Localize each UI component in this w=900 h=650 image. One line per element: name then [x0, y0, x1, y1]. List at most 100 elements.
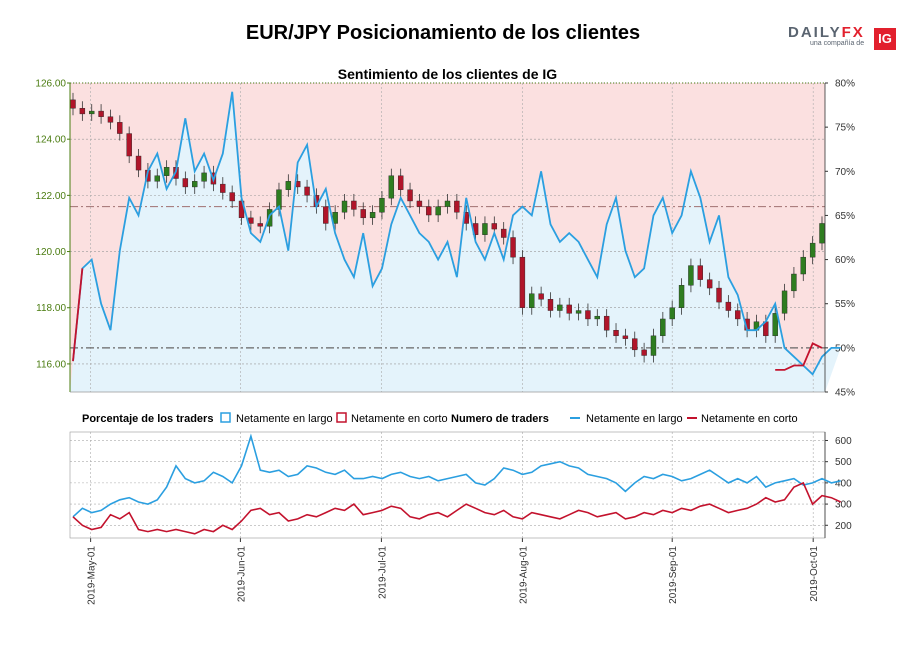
price-tick-label: 116.00: [36, 359, 66, 370]
candle-body: [603, 315, 610, 331]
candle-body: [220, 183, 226, 193]
candle-body: [388, 175, 395, 199]
candle-body: [192, 181, 198, 188]
candle-body: [182, 178, 189, 188]
candle-body: [641, 349, 647, 356]
candle-body: [341, 200, 348, 213]
candle-body: [70, 99, 76, 109]
candle-body: [407, 189, 413, 202]
candle-body: [491, 223, 498, 230]
candle-body: [735, 310, 741, 320]
legend-label-short-2: Netamente en corto: [701, 413, 798, 425]
count-short-line: [72, 481, 842, 535]
candle-body: [519, 256, 526, 308]
x-tick-label: 2019-May-01: [87, 546, 98, 605]
candle-body: [772, 313, 778, 337]
candle-body: [304, 186, 310, 196]
chart-subtitle: Sentimiento de los clientes de IG: [337, 66, 558, 82]
candle-body: [529, 293, 535, 308]
legend-swatch-long: [220, 412, 231, 423]
candle-body: [669, 307, 675, 320]
candle-body: [79, 108, 86, 115]
percent-tick-label: 70%: [835, 167, 855, 178]
candle-body: [632, 338, 638, 351]
candle-body: [510, 237, 516, 258]
candle-body: [257, 223, 263, 227]
candle-body: [650, 335, 657, 356]
price-tick-label: 118.00: [36, 303, 66, 314]
candle-body: [135, 155, 142, 171]
candle-body: [781, 290, 788, 314]
percent-tick-label: 45%: [835, 388, 855, 399]
candle-body: [697, 265, 703, 280]
candle-body: [791, 273, 797, 292]
candle-body: [557, 304, 563, 311]
candle-body: [201, 172, 207, 182]
candle-body: [323, 206, 329, 224]
candle-body: [660, 318, 666, 337]
candle-body: [163, 167, 170, 176]
candle-body: [126, 133, 132, 157]
chart-title: EUR/JPY Posicionamiento de los clientes: [245, 22, 641, 44]
x-tick-label: 2019-Jun-01: [236, 546, 247, 603]
candle-body: [351, 200, 357, 210]
candle-body: [454, 200, 460, 213]
count-tick-label: 500: [835, 457, 852, 468]
candle-body: [285, 181, 292, 190]
count-tick-label: 300: [835, 500, 852, 511]
count-tick-label: 200: [835, 521, 852, 532]
candle-body: [107, 116, 114, 123]
count-tick-label: 600: [835, 436, 852, 447]
candle-body: [397, 175, 404, 190]
x-tick-label: 2019-Aug-01: [518, 546, 529, 604]
candle-body: [444, 200, 451, 207]
candle-body: [819, 223, 825, 244]
candle-body: [89, 110, 95, 115]
x-tick-label: 2019-Jul-01: [377, 546, 388, 599]
candle-body: [248, 217, 254, 224]
candle-body: [594, 315, 600, 320]
candle-body: [538, 293, 544, 300]
legend-title-count: Numero de traders: [451, 413, 549, 425]
candle-body: [500, 228, 507, 238]
candle-body: [585, 310, 591, 320]
legend-label-long: Netamente en largo: [236, 413, 333, 425]
percent-tick-label: 55%: [835, 299, 855, 310]
logo-tagline: una compañía de: [810, 40, 865, 47]
count-panel-frame: [69, 431, 826, 539]
candle-body: [369, 212, 376, 219]
candle-body: [622, 335, 629, 339]
percent-tick-label: 75%: [835, 123, 855, 134]
candle-body: [229, 192, 235, 202]
legend-label-short: Netamente en corto: [351, 413, 448, 425]
x-tick-label: 2019-Sep-01: [668, 546, 679, 604]
candle-body: [435, 206, 441, 216]
candle-body: [613, 330, 619, 337]
ig-badge: IG: [874, 28, 896, 50]
dailyfx-logo[interactable]: DAILYFX una compañía de IG: [788, 24, 898, 50]
candle-body: [482, 223, 488, 235]
percent-tick-label: 60%: [835, 255, 855, 266]
legend-swatch-short: [336, 412, 347, 423]
candle-body: [688, 265, 694, 286]
candle-body: [566, 304, 572, 314]
legend-title-percent: Porcentaje de los traders: [82, 413, 213, 425]
candle-body: [678, 285, 685, 308]
percent-long-line: [72, 91, 841, 376]
candle-body: [575, 310, 582, 314]
candle-body: [547, 299, 554, 311]
candle-body: [809, 242, 816, 258]
logo-wordmark: DAILYFX: [788, 24, 865, 41]
price-tick-label: 120.00: [35, 247, 66, 258]
percent-tick-label: 50%: [835, 343, 855, 354]
percent-short-line-end: [775, 342, 823, 371]
candle-body: [716, 287, 722, 303]
legend-label-long-2: Netamente en largo: [586, 413, 683, 425]
price-tick-label: 126.00: [35, 79, 66, 90]
candle-body: [154, 175, 160, 182]
percent-short-line-start: [72, 268, 84, 362]
candle-body: [416, 200, 423, 207]
candle-body: [360, 209, 366, 219]
candle-body: [800, 256, 806, 275]
